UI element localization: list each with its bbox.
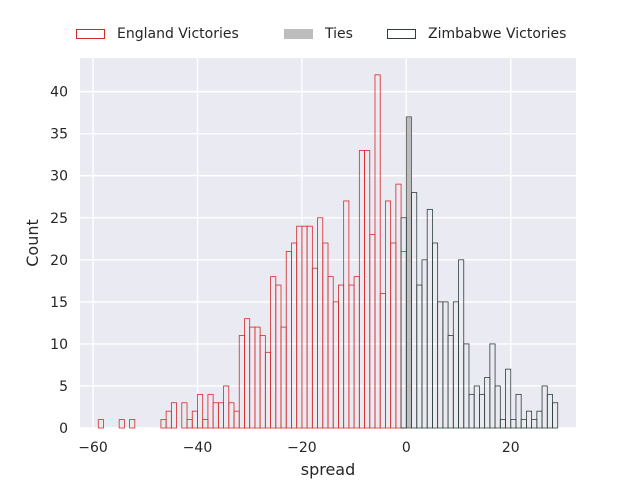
bar-england-victories [118, 419, 125, 429]
x-tick-label: −20 [287, 440, 317, 456]
y-tick-label: 30 [50, 169, 68, 185]
y-tick-label: 15 [50, 295, 68, 311]
x-axis-ticks: −60 −40 −20 0 20 [78, 440, 519, 456]
y-tick-label: 35 [50, 127, 68, 143]
x-axis-label: spread [301, 460, 356, 479]
legend-swatch-zimbabwe [387, 29, 416, 39]
legend-label-england: England Victories [117, 26, 239, 42]
legend-label-zimbabwe: Zimbabwe Victories [428, 26, 567, 42]
x-tick-label: 0 [402, 440, 411, 456]
y-tick-label: 40 [50, 85, 68, 101]
y-axis-ticks: 0 5 10 15 20 25 30 35 40 [50, 85, 68, 437]
bar-zimbabwe-victories [494, 385, 501, 429]
legend-swatch-ties [284, 29, 313, 39]
bar-zimbabwe-victories [552, 402, 559, 429]
y-tick-label: 25 [50, 211, 68, 227]
x-tick-label: −60 [78, 440, 108, 456]
legend-item-ties: Ties [284, 26, 353, 42]
y-tick-label: 5 [59, 379, 68, 395]
bar-england-victories [129, 419, 136, 429]
legend-item-england: England Victories [76, 26, 239, 42]
bar-zimbabwe-victories [463, 343, 470, 429]
y-axis-label: Count [23, 219, 42, 267]
bar-england-victories [374, 74, 381, 429]
bar-england-victories [197, 393, 204, 429]
bar-zimbabwe-victories [505, 368, 512, 429]
histogram-bars [97, 74, 559, 429]
x-tick-label: 20 [502, 440, 520, 456]
y-tick-label: 20 [50, 253, 68, 269]
bar-england-victories [97, 419, 104, 429]
y-tick-label: 10 [50, 337, 68, 353]
bar-zimbabwe-victories [515, 393, 522, 429]
y-tick-label: 0 [59, 421, 68, 437]
bar-ties [405, 116, 412, 429]
bar-england-victories [181, 402, 188, 429]
legend-item-zimbabwe: Zimbabwe Victories [387, 26, 566, 42]
legend-label-ties: Ties [325, 26, 353, 42]
legend-swatch-england [76, 29, 105, 39]
x-tick-label: −40 [183, 440, 213, 456]
legend: England Victories Ties Zimbabwe Victorie… [0, 26, 640, 46]
bar-england-victories [170, 402, 177, 429]
bar-zimbabwe-victories [400, 217, 407, 429]
